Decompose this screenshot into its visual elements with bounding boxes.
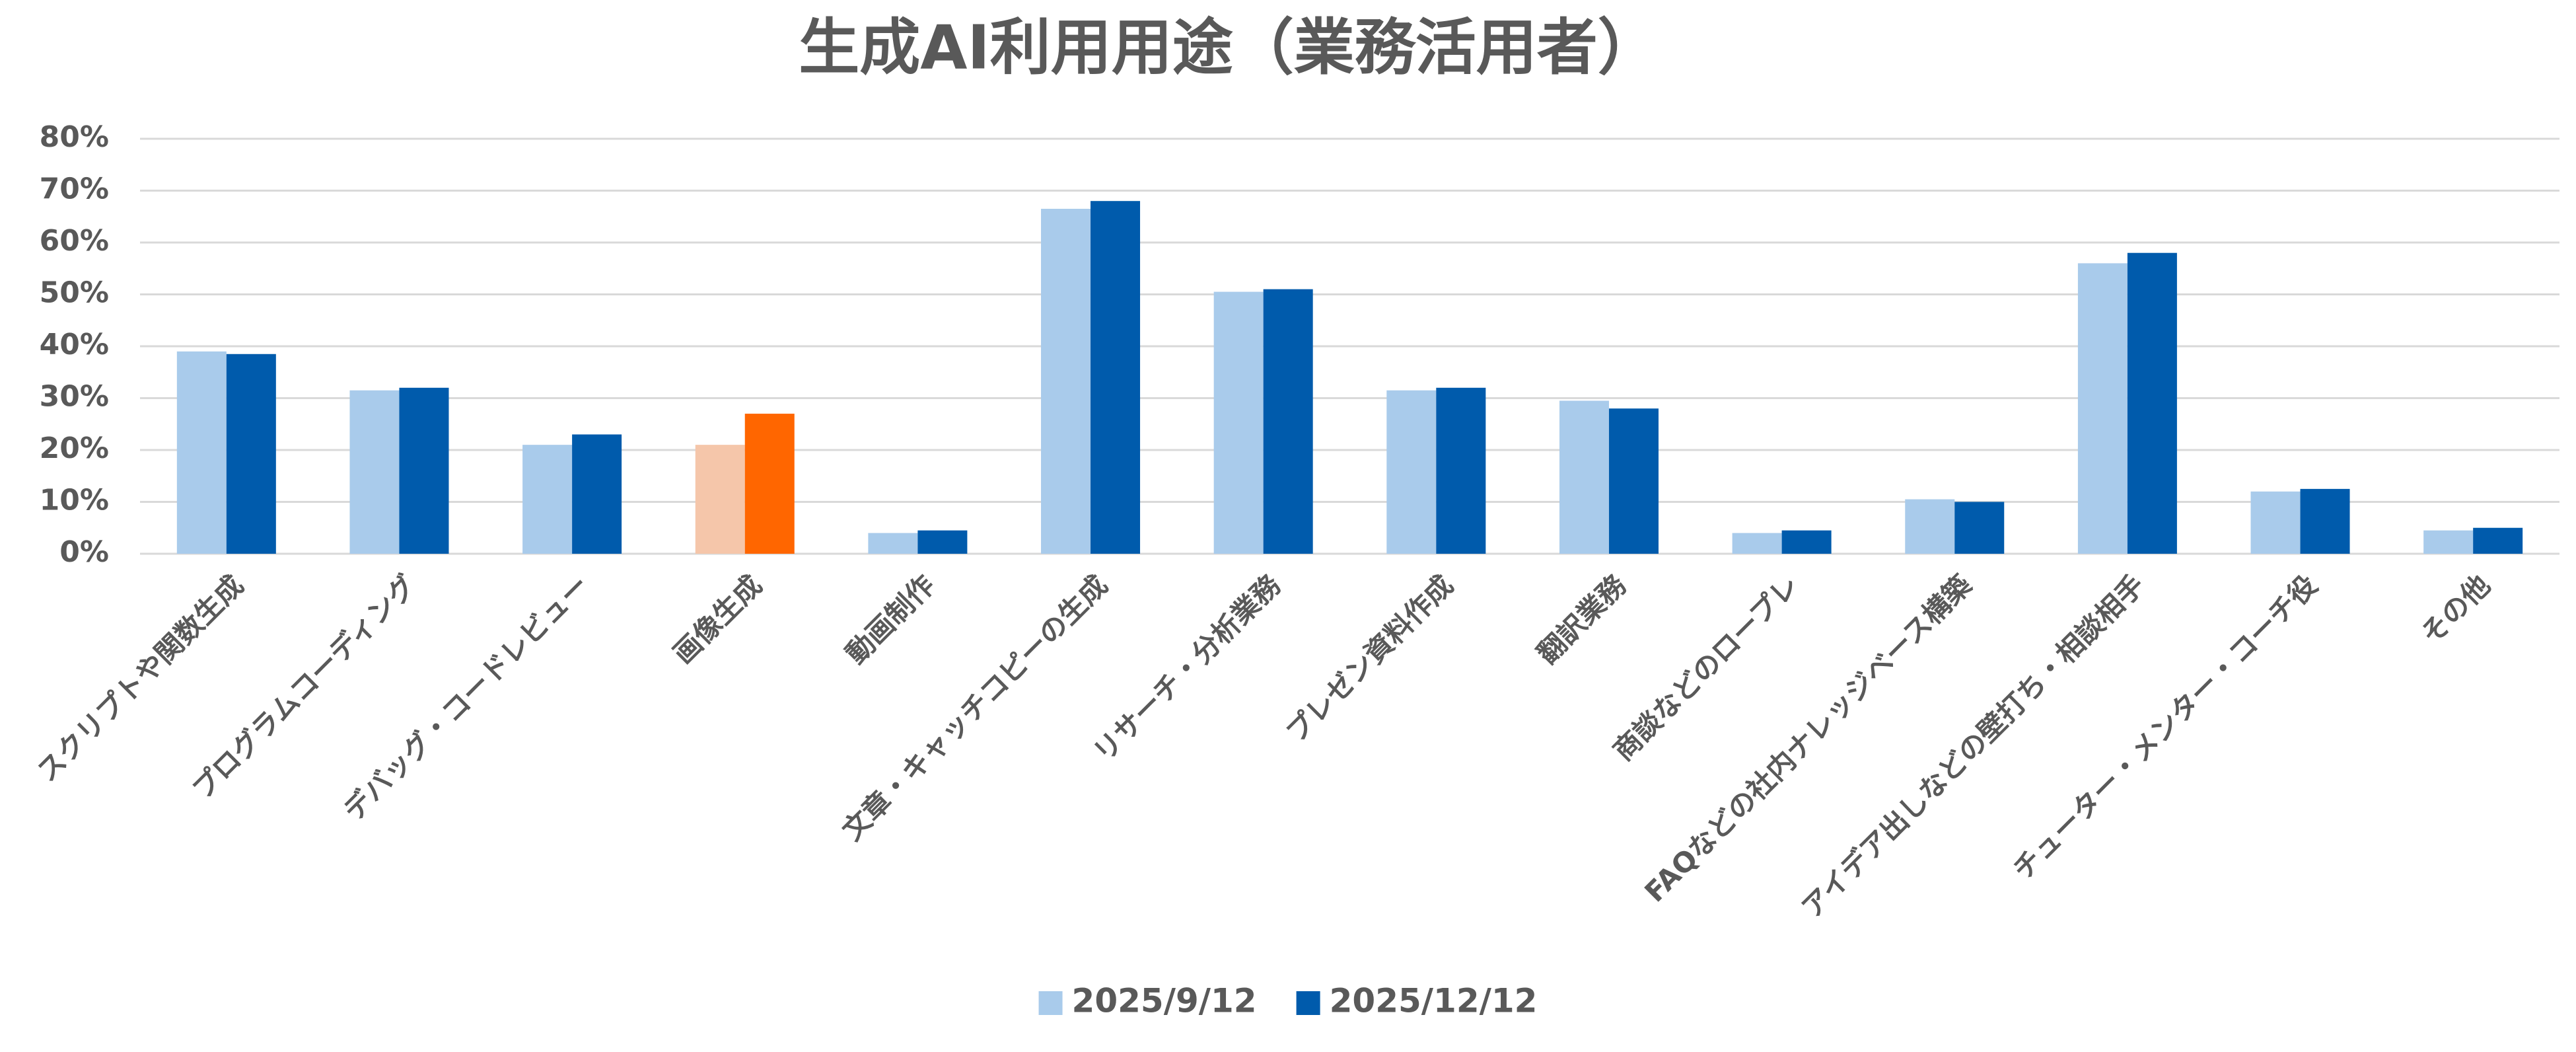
bar (1559, 400, 1609, 554)
bar (572, 434, 622, 554)
bar (695, 445, 745, 554)
x-tick-label: FAQなどの社内ナレッジベース構築 (1638, 568, 1978, 909)
bar (1608, 408, 1659, 554)
bar (2077, 263, 2128, 554)
x-tick-label: プレゼン資料作成 (1279, 569, 1459, 749)
y-tick-label: 20% (40, 432, 109, 465)
y-tick-label: 60% (40, 224, 109, 258)
bar (1213, 291, 1264, 554)
y-tick-label: 50% (40, 276, 109, 310)
bar (868, 533, 918, 554)
bar (1386, 390, 1437, 554)
x-tick-label: 動画制作 (840, 569, 941, 670)
bar (349, 390, 400, 554)
bar (917, 530, 968, 554)
bar (1954, 502, 2005, 554)
bar (1436, 387, 1486, 554)
legend-label: 2025/12/12 (1330, 982, 1538, 1020)
x-tick-label: リサーチ・分析業務 (1087, 568, 1287, 769)
bar (1905, 499, 1955, 554)
bar (2300, 488, 2350, 554)
bar (399, 387, 449, 554)
bar (176, 351, 227, 554)
legend-label: 2025/9/12 (1072, 982, 1257, 1020)
y-tick-label: 30% (40, 380, 109, 414)
bar (1091, 201, 1141, 554)
chart-title: 生成AI利用用途（業務活用者） (799, 12, 1658, 83)
bar (226, 354, 276, 554)
bar (744, 414, 795, 554)
bar (1263, 289, 1313, 554)
bar (1781, 530, 1832, 554)
y-tick-label: 0% (59, 535, 109, 569)
legend-swatch (1038, 991, 1063, 1015)
bar (2127, 252, 2177, 554)
x-tick-label: 画像生成 (666, 569, 768, 670)
x-tick-label: 商談などのロープレ (1607, 569, 1805, 767)
y-tick-label: 70% (40, 172, 109, 206)
bar (1041, 208, 1091, 554)
legend-swatch (1296, 991, 1320, 1015)
bar (2423, 530, 2474, 554)
bar (2473, 527, 2523, 554)
bar (522, 445, 573, 554)
y-tick-label: 10% (40, 484, 109, 517)
x-tick-label: アイデア出しなどの壁打ち・相談相手 (1795, 569, 2151, 924)
x-tick-label: 翻訳業務 (1531, 568, 1633, 670)
x-tick-label: その他 (2415, 569, 2497, 651)
bar (1732, 533, 1782, 554)
x-tick-label: チューター・メンター・コーチ役 (2007, 569, 2324, 886)
y-tick-label: 40% (40, 328, 109, 361)
bar (2250, 491, 2301, 554)
y-tick-label: 80% (40, 120, 109, 154)
